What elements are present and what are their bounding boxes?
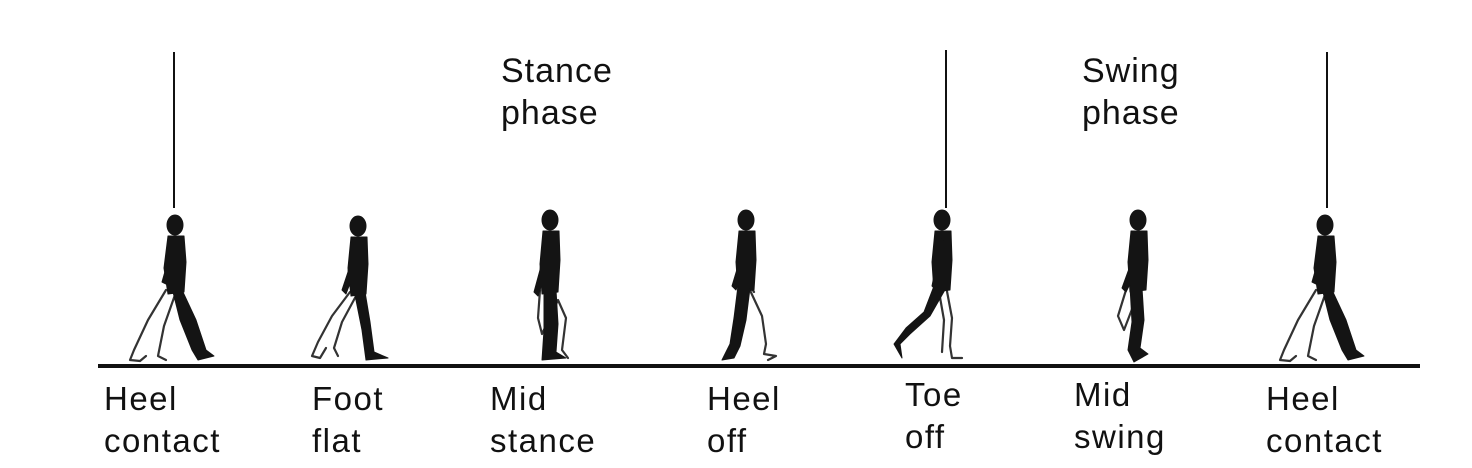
walker-figure-heel-contact-end: [1278, 214, 1365, 363]
event-label-line1: Heel: [707, 380, 781, 417]
event-label-heel-contact-end: Heel contact: [1266, 380, 1383, 459]
event-label-line2: off: [905, 418, 946, 455]
walker-figure-heel-off: [721, 209, 778, 362]
phase-title-stance: Stance phase: [501, 52, 613, 132]
phase-title-line1: Stance: [501, 52, 613, 90]
walker-figure-mid-stance: [533, 209, 570, 361]
event-label-foot-flat: Foot flat: [312, 380, 384, 459]
event-label-line1: Toe: [905, 376, 963, 413]
phase-title-line2: phase: [1082, 94, 1180, 132]
event-label-line2: stance: [490, 422, 596, 459]
event-label-mid-stance: Mid stance: [490, 380, 596, 459]
event-label-line1: Mid: [1074, 376, 1132, 413]
event-label-line1: Heel: [1266, 380, 1340, 417]
phase-title-line1: Swing: [1082, 52, 1180, 90]
event-label-line1: Heel: [104, 380, 178, 417]
phase-title-swing: Swing phase: [1082, 52, 1180, 132]
walker-figure-heel-contact: [128, 214, 215, 363]
event-label-line2: off: [707, 422, 748, 459]
event-label-line2: contact: [1266, 422, 1383, 459]
walker-figure-mid-swing: [1116, 209, 1149, 363]
event-label-line2: contact: [104, 422, 221, 459]
event-label-heel-off: Heel off: [707, 380, 781, 459]
event-label-line2: swing: [1074, 418, 1166, 455]
event-label-mid-swing: Mid swing: [1074, 376, 1166, 455]
phase-title-line2: phase: [501, 94, 599, 132]
event-label-heel-contact: Heel contact: [104, 380, 221, 459]
event-label-line1: Foot: [312, 380, 384, 417]
walker-figure-foot-flat: [310, 215, 389, 361]
event-label-toe-off: Toe off: [905, 376, 963, 455]
walker-figure-toe-off: [893, 209, 964, 360]
event-label-line1: Mid: [490, 380, 548, 417]
event-label-line2: flat: [312, 422, 362, 459]
